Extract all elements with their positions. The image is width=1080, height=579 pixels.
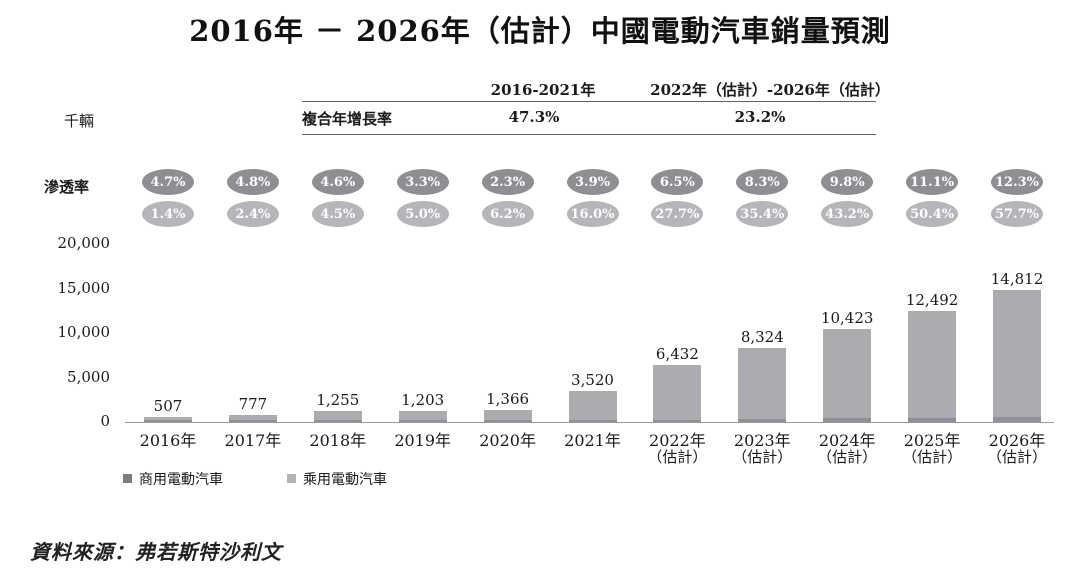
cagr-value-2: 23.2%	[734, 108, 786, 126]
bar-value-label: 777	[238, 395, 268, 414]
penetration-badge: 3.9%	[566, 169, 619, 195]
y-axis-tick-label: 10,000	[57, 323, 111, 341]
x-axis-label: 2026年	[988, 431, 1046, 450]
bar	[144, 417, 192, 422]
bar-segment-commercial	[738, 419, 787, 422]
penetration-badge: 12.3%	[991, 169, 1043, 195]
bar	[823, 329, 872, 422]
cagr-table: 2016-2021年 2022年（估計）-2026年（估計） 複合年增長率 47…	[302, 79, 890, 137]
penetration-badge: 16.0%	[566, 201, 619, 227]
bar-segment-commercial	[483, 420, 532, 422]
penetration-badge: 4.7%	[142, 169, 194, 195]
y-axis-tick-label: 15,000	[57, 278, 111, 297]
x-axis-sublabel: （估計）	[647, 448, 708, 466]
bar-segment-commercial	[823, 418, 872, 422]
cagr-row-label: 複合年增長率	[302, 110, 393, 128]
penetration-badge: 6.2%	[481, 201, 534, 227]
cagr-period-header-1: 2016-2021年	[490, 81, 596, 99]
penetration-badge: 5.0%	[396, 201, 449, 227]
penetration-badge: 8.3%	[736, 169, 789, 195]
penetration-rate-label: 滲透率	[44, 178, 90, 196]
y-axis-tick-label: 20,000	[57, 234, 111, 252]
legend-swatch	[287, 474, 296, 483]
penetration-badge: 4.6%	[311, 169, 364, 195]
bar-segment-commercial	[993, 416, 1041, 422]
y-axis-tick-label: 0	[100, 412, 110, 430]
x-axis-label: 2023年	[733, 431, 791, 450]
x-axis-sublabel: （估計）	[986, 448, 1048, 466]
y-axis-tick-label: 5,000	[67, 367, 110, 386]
bar	[313, 410, 362, 422]
penetration-badge: 4.5%	[311, 201, 364, 227]
x-axis-line	[125, 422, 1054, 423]
bar	[568, 390, 617, 422]
penetration-badge: 2.3%	[481, 169, 534, 195]
source-note: 資料來源：弗若斯特沙利文	[30, 540, 282, 564]
bar	[398, 411, 447, 422]
divider-line	[302, 101, 876, 102]
x-axis-sublabel: （估計）	[817, 448, 878, 466]
bar-value-label: 3,520	[571, 370, 614, 389]
x-axis-label: 2022年	[649, 431, 706, 450]
x-axis-sublabel: （估計）	[732, 448, 793, 466]
bar-segment-commercial	[653, 419, 702, 422]
penetration-badge: 27.7%	[651, 201, 704, 227]
divider-line	[302, 134, 876, 135]
cagr-value-1: 47.3%	[508, 108, 560, 126]
penetration-badge: 57.7%	[991, 201, 1043, 227]
x-axis-label: 2019年	[394, 431, 452, 450]
x-axis-label: 2021年	[564, 431, 621, 450]
bar-value-label: 1,203	[401, 391, 445, 410]
penetration-badge: 43.2%	[821, 201, 874, 227]
bar-value-label: 1,366	[486, 389, 530, 408]
penetration-badge: 11.1%	[906, 169, 959, 195]
legend-swatch	[123, 474, 132, 483]
bar-value-label: 1,255	[316, 390, 360, 409]
cagr-period-header-2: 2022年（估計）-2026年（估計）	[650, 81, 890, 99]
bar-value-label: 8,324	[740, 327, 784, 346]
bar-segment-commercial	[398, 420, 447, 422]
bar-value-label: 12,492	[905, 290, 959, 309]
x-axis-label: 2020年	[479, 431, 536, 450]
penetration-badge: 35.4%	[736, 201, 789, 227]
bar-value-label: 10,423	[820, 309, 874, 328]
x-axis-label: 2018年	[309, 431, 367, 450]
bar-value-label: 14,812	[990, 270, 1044, 289]
penetration-badge: 9.8%	[821, 169, 874, 195]
penetration-badge: 6.5%	[651, 169, 704, 195]
bar	[908, 310, 957, 422]
bar	[993, 290, 1041, 422]
chart-title: 2016年 － 2026年（估計）中國電動汽車銷量預測	[189, 14, 891, 48]
penetration-badge: 4.8%	[226, 169, 279, 195]
x-axis-label: 2017年	[224, 431, 282, 450]
penetration-badge: 2.4%	[226, 201, 279, 227]
bar	[483, 409, 532, 422]
y-axis-unit-label: 千輛	[64, 112, 95, 130]
bar-segment-commercial	[144, 420, 192, 422]
x-axis-label: 2024年	[818, 431, 876, 450]
legend-label: 乘用電動汽車	[303, 472, 387, 488]
bar	[228, 415, 277, 422]
x-axis-sublabel: （估計）	[902, 448, 963, 466]
bar-value-label: 507	[153, 397, 183, 416]
bar-segment-commercial	[908, 417, 957, 422]
penetration-badge: 1.4%	[142, 201, 194, 227]
bar-segment-commercial	[228, 420, 277, 422]
bar	[653, 364, 702, 422]
bar-segment-commercial	[568, 420, 617, 422]
x-axis-label: 2016年	[139, 431, 197, 450]
legend-label: 商用電動汽車	[139, 472, 223, 488]
bar-segment-commercial	[313, 420, 362, 422]
penetration-badge: 50.4%	[906, 201, 959, 227]
x-axis-label: 2025年	[903, 431, 961, 450]
bar-value-label: 6,432	[655, 344, 699, 363]
penetration-badge: 3.3%	[396, 169, 449, 195]
bar	[738, 347, 787, 422]
